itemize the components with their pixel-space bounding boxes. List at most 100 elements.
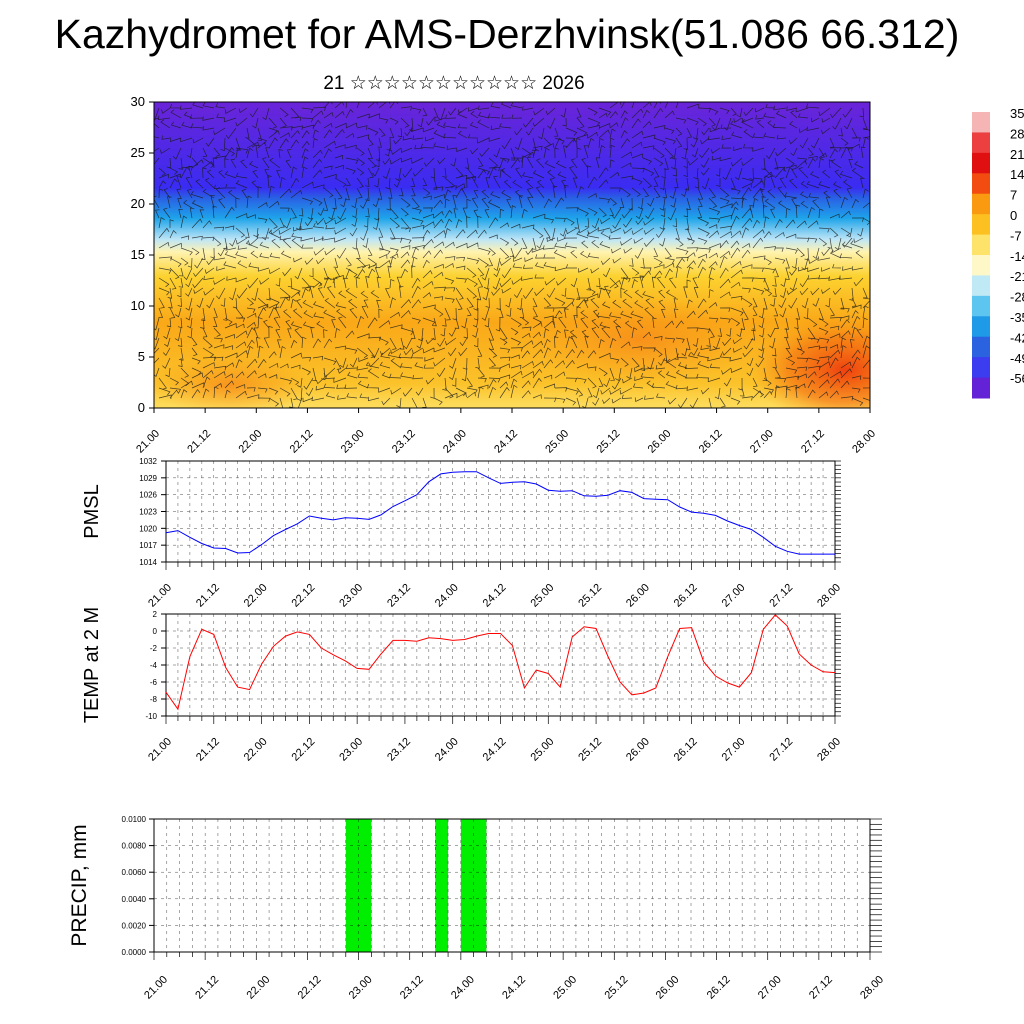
- wind-barb: [367, 113, 381, 119]
- wind-barb: [818, 147, 825, 159]
- wind-barb: [545, 107, 556, 116]
- wind-barb: [763, 297, 768, 310]
- wind-barb: [700, 345, 710, 351]
- wind-barb: [667, 397, 677, 405]
- wind-barb: [818, 361, 831, 369]
- wind-barb: [400, 259, 410, 269]
- wind-barb: [510, 384, 518, 399]
- wind-barb: [772, 347, 777, 357]
- wind-barb: [374, 207, 380, 221]
- wind-barb: [378, 308, 383, 319]
- wind-barb: [598, 138, 604, 149]
- wind-barb: [178, 209, 183, 219]
- wind-barb: [285, 159, 292, 169]
- wind-barb: [829, 147, 842, 152]
- wind-barb: [642, 134, 656, 140]
- wind-barb: [241, 189, 248, 199]
- wind-barb: [719, 307, 731, 312]
- wind-barb: [762, 205, 768, 219]
- wind-barb: [716, 178, 721, 187]
- wind-barb: [224, 147, 235, 157]
- wind-barb: [733, 117, 743, 123]
- wind-barb: [580, 317, 589, 329]
- wind-barb: [664, 320, 675, 329]
- wind-barb: [279, 132, 290, 139]
- wind-barb: [564, 184, 569, 199]
- wind-barb: [225, 246, 237, 251]
- wind-barb: [788, 297, 798, 309]
- wind-barb: [203, 275, 215, 281]
- wind-barb: [786, 287, 798, 295]
- x-tick-label: 21.12: [194, 582, 222, 610]
- wind-barb: [719, 255, 728, 269]
- wind-barb: [730, 367, 743, 374]
- wind-barb: [827, 237, 833, 249]
- wind-barb: [818, 227, 830, 233]
- wind-barb: [356, 177, 364, 189]
- wind-barb: [673, 298, 679, 309]
- wind-barb: [216, 266, 226, 271]
- wind-barb: [181, 121, 193, 129]
- wind-barb: [684, 177, 690, 191]
- wind-barb: [448, 347, 457, 357]
- x-tick-label: 25.00: [528, 582, 556, 610]
- wind-barb: [466, 229, 478, 239]
- wind-barb: [160, 119, 171, 129]
- colorbar-swatch: [972, 173, 990, 195]
- wind-barb: [312, 119, 321, 129]
- wind-barb: [378, 320, 391, 329]
- wind-barb: [246, 147, 254, 159]
- x-tick-label: 24.12: [492, 428, 520, 456]
- wind-barb: [683, 167, 688, 177]
- wind-barb: [185, 176, 193, 189]
- wind-barb: [840, 315, 850, 320]
- wind-barb: [389, 278, 395, 289]
- wind-barb: [400, 147, 413, 153]
- wind-barb: [672, 167, 678, 177]
- wind-barb: [400, 372, 413, 379]
- wind-barb: [367, 263, 377, 269]
- wind-barb: [708, 327, 715, 338]
- wind-barb: [301, 140, 310, 149]
- cross-section-field: [154, 102, 870, 408]
- wind-barb: [235, 147, 249, 154]
- wind-barb: [378, 254, 388, 259]
- wind-barb: [686, 260, 696, 269]
- wind-barb: [799, 287, 809, 296]
- wind-barb: [273, 317, 281, 329]
- wind-barb: [257, 307, 267, 319]
- x-tick-label: 24.12: [481, 582, 509, 610]
- wind-barb: [862, 317, 868, 329]
- wind-barb: [490, 125, 501, 131]
- wind-barb: [741, 119, 754, 129]
- wind-barb: [411, 107, 422, 114]
- wind-barb: [521, 340, 534, 349]
- wind-barb: [598, 287, 605, 299]
- y-tick-label: 1023: [139, 508, 157, 517]
- wind-barb: [772, 357, 777, 369]
- wind-barb: [355, 276, 360, 289]
- wind-barb: [795, 107, 809, 113]
- wind-barb: [169, 103, 182, 109]
- wind-barb: [240, 159, 248, 169]
- wind-barb: [565, 359, 575, 369]
- wind-barb: [709, 346, 721, 351]
- wind-barb: [213, 184, 226, 189]
- wind-barb: [375, 157, 380, 168]
- wind-barb: [357, 380, 369, 389]
- wind-barb: [818, 327, 829, 335]
- wind-barb: [643, 217, 655, 226]
- wind-barb: [351, 217, 358, 227]
- wind-barb: [763, 390, 773, 399]
- wind-barb: [653, 157, 664, 167]
- wind-barb: [363, 217, 369, 228]
- wind-barb: [400, 245, 411, 250]
- wind-barb: [779, 307, 787, 318]
- wind-barb: [675, 102, 679, 109]
- wind-barb: [337, 367, 347, 374]
- wind-barb: [205, 137, 215, 147]
- wind-barb: [423, 157, 435, 167]
- wind-barb: [312, 110, 324, 119]
- wind-barb: [444, 189, 452, 199]
- wind-barb: [257, 186, 263, 199]
